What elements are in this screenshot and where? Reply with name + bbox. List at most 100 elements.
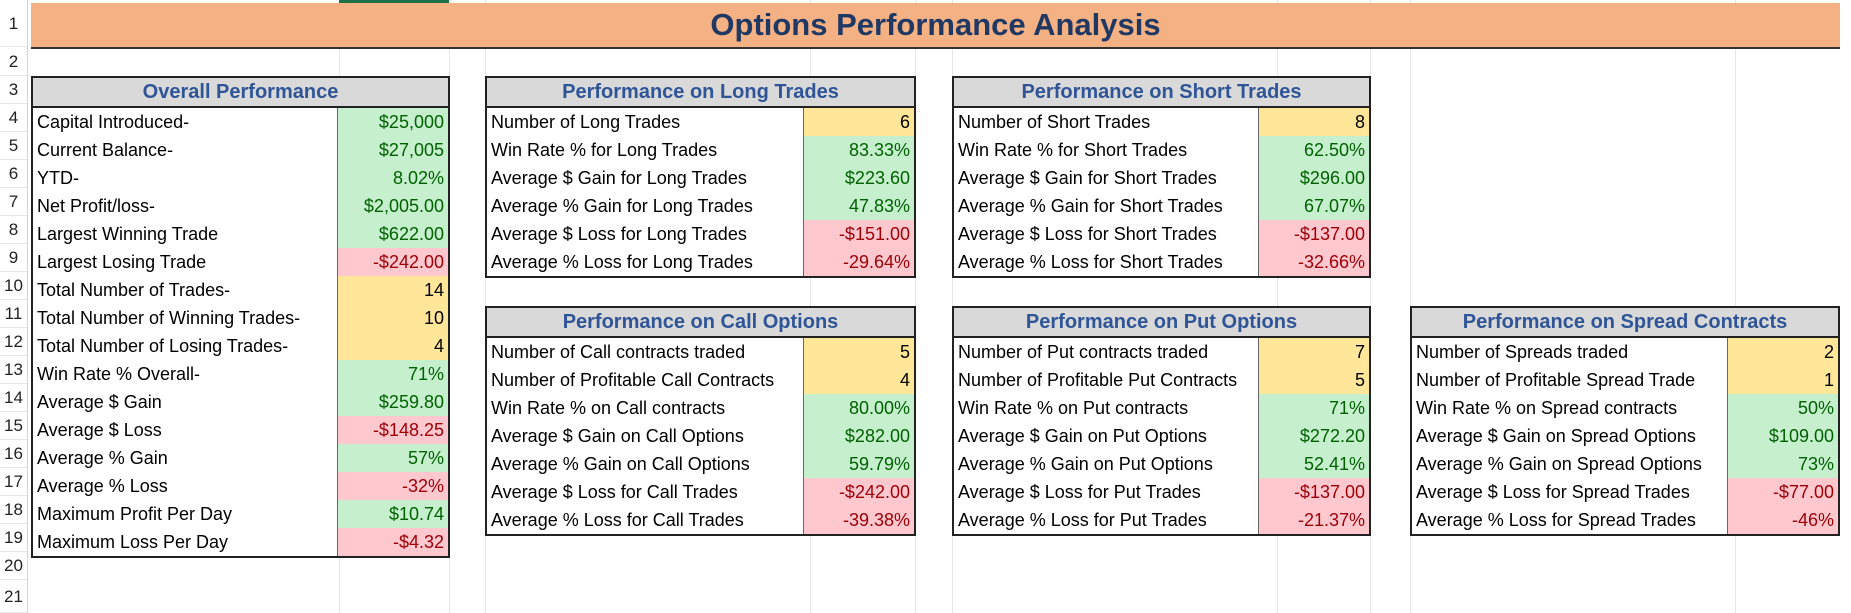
metric-value[interactable]: -32.66% xyxy=(1259,248,1369,276)
metric-value[interactable]: 80.00% xyxy=(804,394,914,422)
metric-label[interactable]: Average % Loss for Long Trades xyxy=(487,248,804,276)
metric-value[interactable]: 14 xyxy=(338,276,448,304)
metric-label[interactable]: Number of Profitable Call Contracts xyxy=(487,366,804,394)
row-number[interactable]: 9 xyxy=(0,244,27,272)
metric-value[interactable]: -$137.00 xyxy=(1259,478,1369,506)
metric-value[interactable]: -$4.32 xyxy=(338,528,448,556)
row-number[interactable]: 18 xyxy=(0,496,27,524)
metric-label[interactable]: Win Rate % for Short Trades xyxy=(954,136,1259,164)
metric-value[interactable]: -46% xyxy=(1728,506,1838,534)
metric-label[interactable]: Win Rate % Overall- xyxy=(33,360,338,388)
row-number[interactable]: 15 xyxy=(0,412,27,440)
metric-value[interactable]: -$137.00 xyxy=(1259,220,1369,248)
metric-label[interactable]: Average $ Loss for Short Trades xyxy=(954,220,1259,248)
metric-value[interactable]: 8 xyxy=(1259,108,1369,136)
metric-label[interactable]: Number of Profitable Spread Trade xyxy=(1412,366,1728,394)
metric-label[interactable]: Average $ Loss for Call Trades xyxy=(487,478,804,506)
metric-label[interactable]: Average $ Gain for Short Trades xyxy=(954,164,1259,192)
metric-label[interactable]: Average % Gain on Put Options xyxy=(954,450,1259,478)
metric-label[interactable]: Total Number of Trades- xyxy=(33,276,338,304)
metric-value[interactable]: 83.33% xyxy=(804,136,914,164)
metric-label[interactable]: Maximum Loss Per Day xyxy=(33,528,338,556)
metric-value[interactable]: 7 xyxy=(1259,338,1369,366)
metric-value[interactable]: 50% xyxy=(1728,394,1838,422)
row-number[interactable]: 1 xyxy=(0,0,27,47)
metric-value[interactable]: 5 xyxy=(804,338,914,366)
metric-label[interactable]: Average % Gain for Long Trades xyxy=(487,192,804,220)
metric-value[interactable]: 67.07% xyxy=(1259,192,1369,220)
metric-label[interactable]: Average $ Loss for Spread Trades xyxy=(1412,478,1728,506)
metric-value[interactable]: 10 xyxy=(338,304,448,332)
metric-value[interactable]: 52.41% xyxy=(1259,450,1369,478)
metric-value[interactable]: -39.38% xyxy=(804,506,914,534)
metric-value[interactable]: -$77.00 xyxy=(1728,478,1838,506)
metric-value[interactable]: 2 xyxy=(1728,338,1838,366)
metric-label[interactable]: Total Number of Winning Trades- xyxy=(33,304,338,332)
metric-label[interactable]: Average $ Loss xyxy=(33,416,338,444)
metric-label[interactable]: Net Profit/loss- xyxy=(33,192,338,220)
metric-label[interactable]: Current Balance- xyxy=(33,136,338,164)
metric-value[interactable]: $25,000 xyxy=(338,108,448,136)
metric-value[interactable]: -21.37% xyxy=(1259,506,1369,534)
row-number[interactable]: 21 xyxy=(0,580,27,613)
row-number[interactable]: 3 xyxy=(0,76,27,104)
metric-value[interactable]: 8.02% xyxy=(338,164,448,192)
row-number[interactable]: 5 xyxy=(0,132,27,160)
metric-label[interactable]: Average % Loss xyxy=(33,472,338,500)
metric-value[interactable]: $10.74 xyxy=(338,500,448,528)
row-number[interactable]: 17 xyxy=(0,468,27,496)
metric-label[interactable]: Average % Gain xyxy=(33,444,338,472)
metric-value[interactable]: $282.00 xyxy=(804,422,914,450)
row-number[interactable]: 2 xyxy=(0,47,27,76)
metric-value[interactable]: $622.00 xyxy=(338,220,448,248)
metric-value[interactable]: 47.83% xyxy=(804,192,914,220)
metric-label[interactable]: Capital Introduced- xyxy=(33,108,338,136)
metric-value[interactable]: 4 xyxy=(338,332,448,360)
metric-value[interactable]: 6 xyxy=(804,108,914,136)
metric-value[interactable]: $259.80 xyxy=(338,388,448,416)
metric-label[interactable]: Number of Call contracts traded xyxy=(487,338,804,366)
metric-label[interactable]: Largest Losing Trade xyxy=(33,248,338,276)
row-number[interactable]: 19 xyxy=(0,524,27,552)
metric-value[interactable]: -$242.00 xyxy=(338,248,448,276)
metric-label[interactable]: Win Rate % for Long Trades xyxy=(487,136,804,164)
row-number[interactable]: 14 xyxy=(0,384,27,412)
row-number[interactable]: 8 xyxy=(0,216,27,244)
metric-label[interactable]: Number of Long Trades xyxy=(487,108,804,136)
metric-value[interactable]: -$151.00 xyxy=(804,220,914,248)
metric-label[interactable]: Average % Gain on Call Options xyxy=(487,450,804,478)
metric-value[interactable]: $2,005.00 xyxy=(338,192,448,220)
metric-value[interactable]: $296.00 xyxy=(1259,164,1369,192)
metric-value[interactable]: $223.60 xyxy=(804,164,914,192)
metric-value[interactable]: 57% xyxy=(338,444,448,472)
metric-value[interactable]: -$242.00 xyxy=(804,478,914,506)
metric-label[interactable]: Average $ Loss for Put Trades xyxy=(954,478,1259,506)
metric-value[interactable]: $27,005 xyxy=(338,136,448,164)
metric-label[interactable]: Win Rate % on Spread contracts xyxy=(1412,394,1728,422)
metric-label[interactable]: Win Rate % on Call contracts xyxy=(487,394,804,422)
metric-value[interactable]: 71% xyxy=(1259,394,1369,422)
metric-label[interactable]: YTD- xyxy=(33,164,338,192)
metric-value[interactable]: 59.79% xyxy=(804,450,914,478)
metric-label[interactable]: Total Number of Losing Trades- xyxy=(33,332,338,360)
metric-value[interactable]: -$148.25 xyxy=(338,416,448,444)
row-number[interactable]: 13 xyxy=(0,356,27,384)
metric-label[interactable]: Largest Winning Trade xyxy=(33,220,338,248)
metric-label[interactable]: Average $ Gain xyxy=(33,388,338,416)
row-number[interactable]: 16 xyxy=(0,440,27,468)
metric-label[interactable]: Number of Profitable Put Contracts xyxy=(954,366,1259,394)
metric-label[interactable]: Average % Loss for Put Trades xyxy=(954,506,1259,534)
metric-value[interactable]: 5 xyxy=(1259,366,1369,394)
metric-value[interactable]: 1 xyxy=(1728,366,1838,394)
row-number[interactable]: 4 xyxy=(0,104,27,132)
row-number[interactable]: 11 xyxy=(0,300,27,328)
metric-label[interactable]: Average % Loss for Spread Trades xyxy=(1412,506,1728,534)
metric-label[interactable]: Average $ Gain for Long Trades xyxy=(487,164,804,192)
row-number[interactable]: 12 xyxy=(0,328,27,356)
row-number[interactable]: 20 xyxy=(0,552,27,580)
metric-label[interactable]: Average $ Gain on Call Options xyxy=(487,422,804,450)
metric-value[interactable]: -29.64% xyxy=(804,248,914,276)
metric-label[interactable]: Maximum Profit Per Day xyxy=(33,500,338,528)
row-number[interactable]: 7 xyxy=(0,188,27,216)
metric-label[interactable]: Average $ Loss for Long Trades xyxy=(487,220,804,248)
